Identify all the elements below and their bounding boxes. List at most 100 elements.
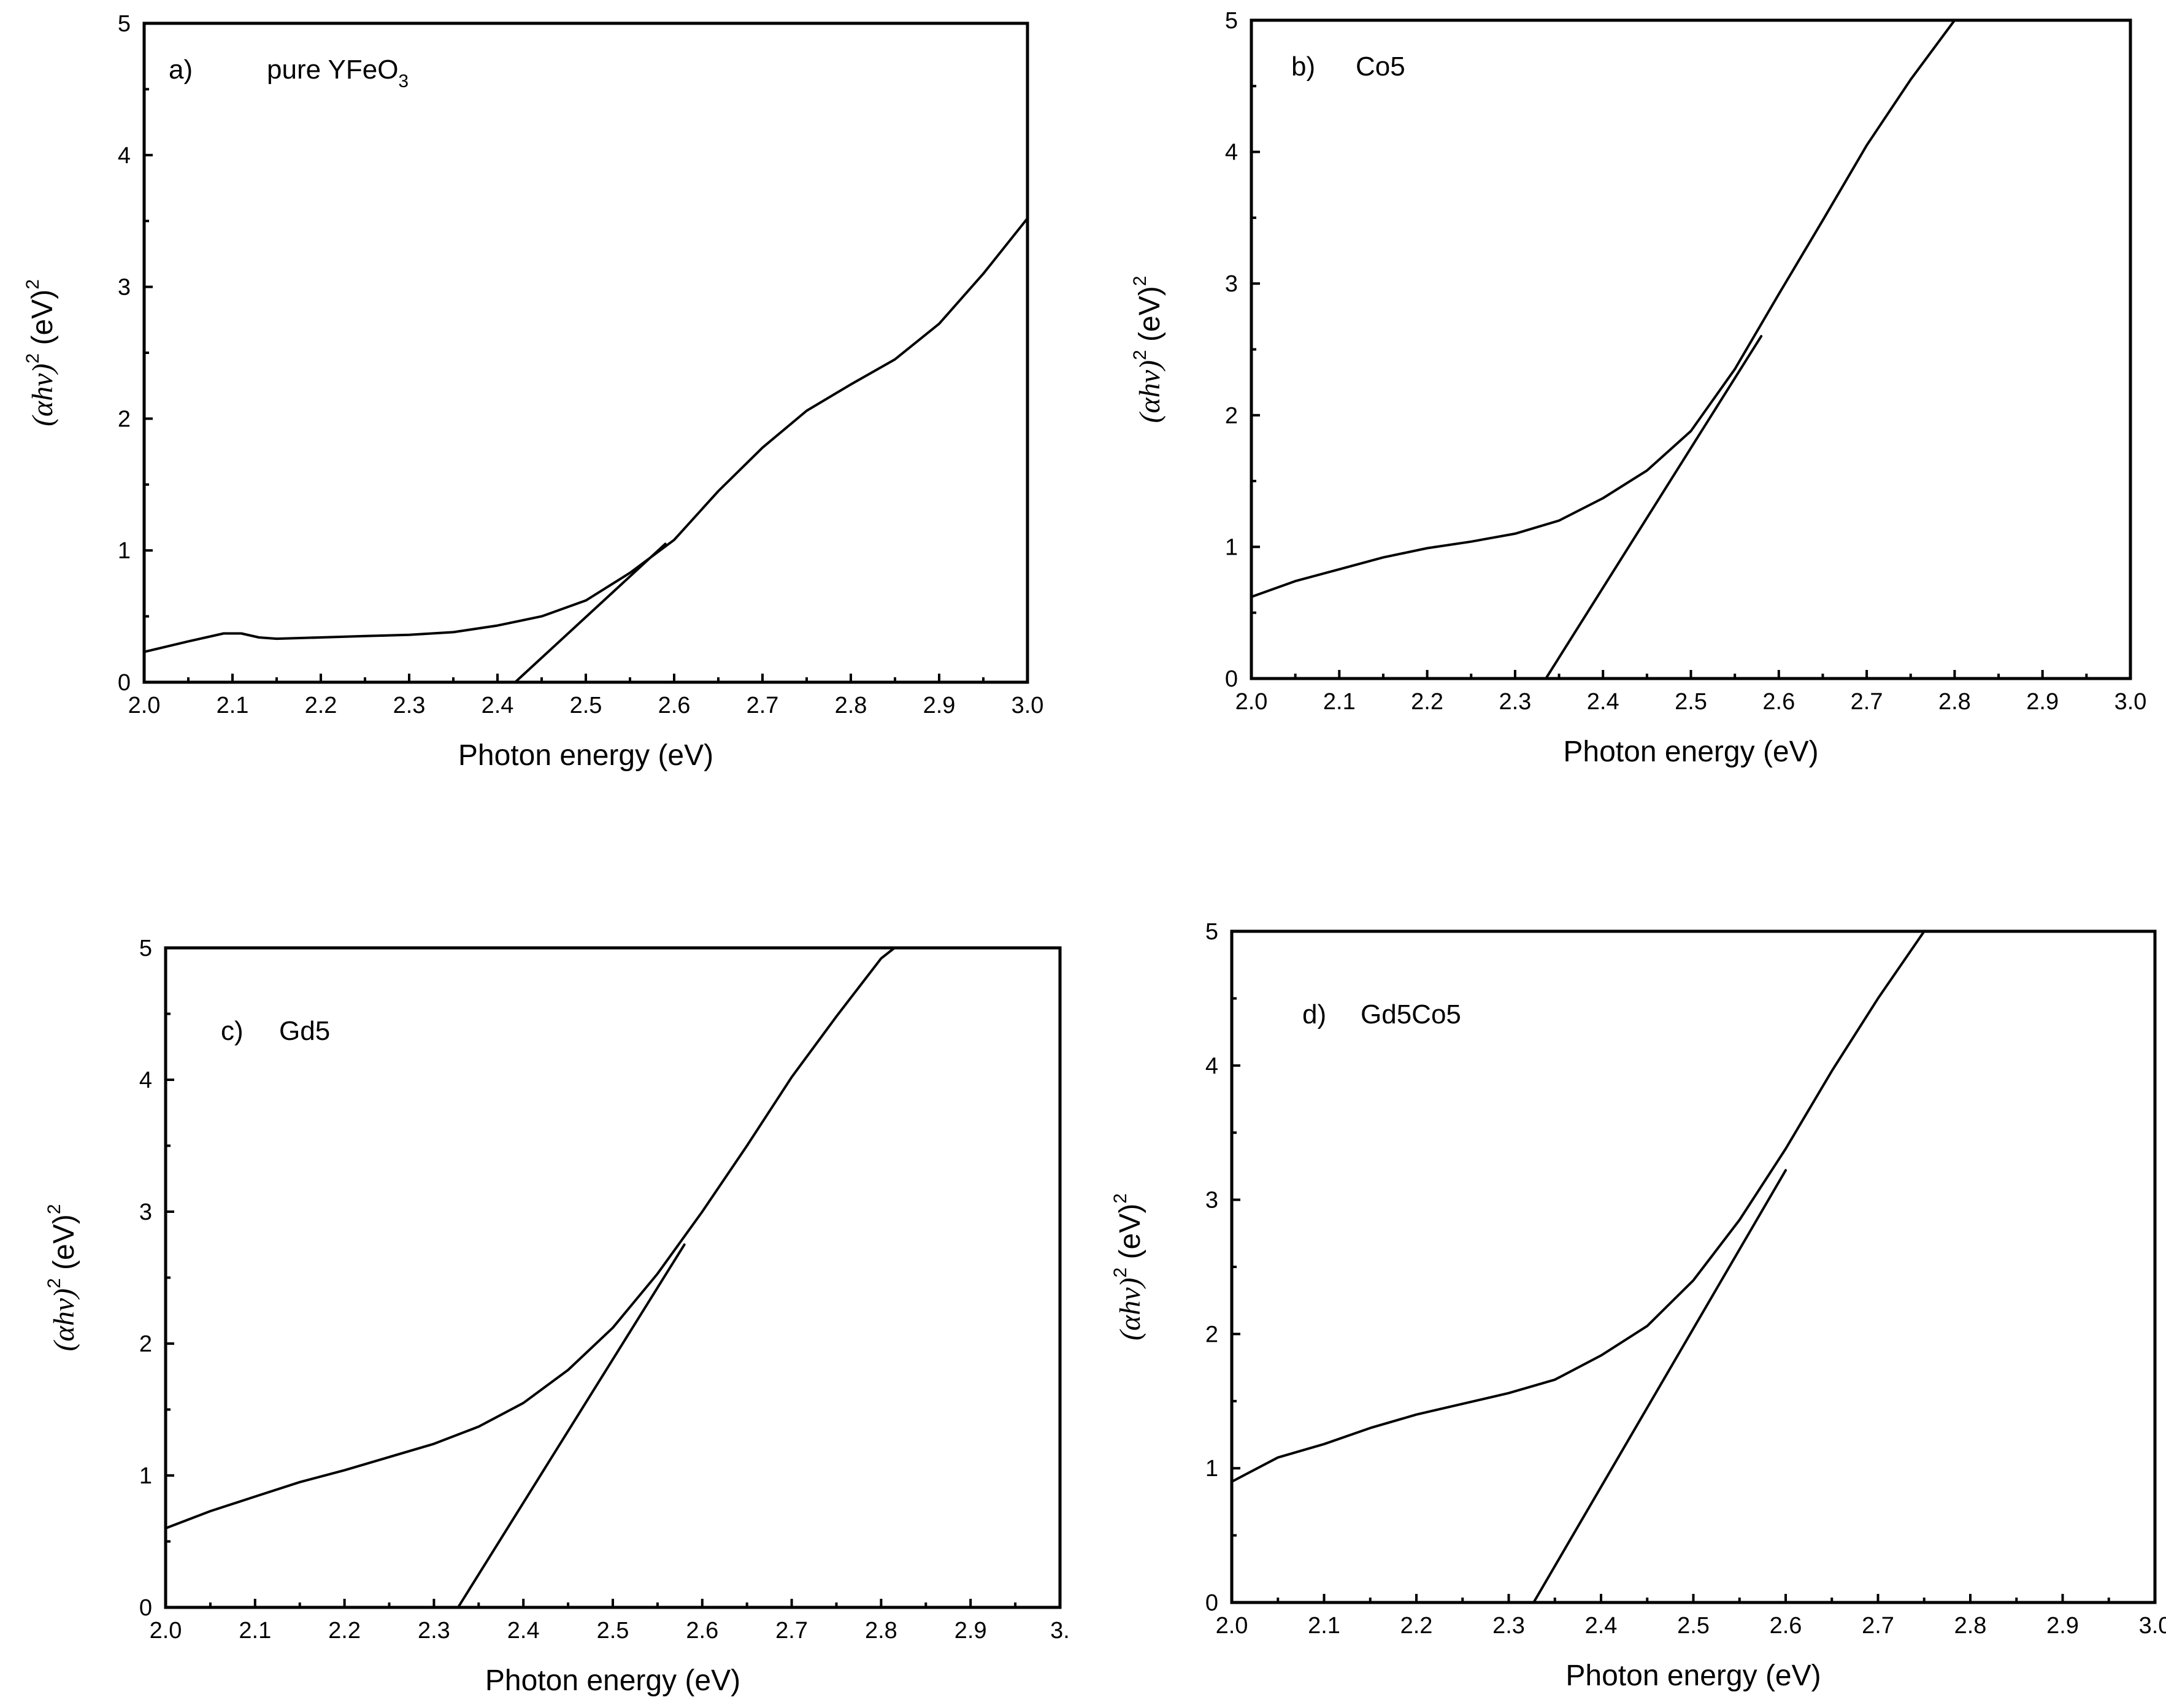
x-tick-label: 2.2 bbox=[1411, 689, 1443, 715]
x-tick-label: 2.2 bbox=[328, 1618, 361, 1644]
x-tick-label: 2.7 bbox=[747, 693, 779, 718]
x-tick-label: 2.5 bbox=[570, 693, 602, 718]
x-tick-label: 2.1 bbox=[239, 1618, 271, 1644]
x-tick-label: 2.9 bbox=[2026, 689, 2059, 715]
panel-title-main: Gd5Co5 bbox=[1361, 999, 1461, 1029]
y-tick-label: 4 bbox=[1205, 1053, 1218, 1079]
panel-title: Co5 bbox=[1356, 52, 1405, 82]
x-tick-label: 2.9 bbox=[2046, 1613, 2079, 1639]
x-tick-label: 2.3 bbox=[1492, 1613, 1525, 1639]
x-tick-label: 2.7 bbox=[1862, 1613, 1894, 1639]
panel-label: a) bbox=[169, 55, 193, 85]
panel-title-sub: 3 bbox=[398, 71, 409, 91]
x-axis-label: Photon energy (eV) bbox=[1563, 736, 1818, 768]
y-label-unit: (eV) bbox=[1134, 286, 1166, 350]
panel-title-main: pure YFeO bbox=[267, 55, 398, 85]
series-line-absorption bbox=[164, 947, 896, 1529]
chart-panel-1: 2.0 2.1 2.2 2.3 2.4 2.5 2.6 2.7 2.8 2.9 3.0 0 1 2 3 4 5 P… bbox=[23, 11, 1043, 772]
x-tick-label: 2.1 bbox=[217, 693, 249, 718]
y-tick-label: 1 bbox=[139, 1463, 152, 1489]
y-tick-label: 3 bbox=[1205, 1188, 1218, 1214]
y-tick-label: 3 bbox=[139, 1199, 152, 1225]
y-tick-label: 5 bbox=[1205, 919, 1218, 945]
x-tick-label: 2.8 bbox=[1954, 1613, 1987, 1639]
x-tick-label: 3.0 bbox=[1012, 693, 1044, 718]
y-label-sup: 2 bbox=[1130, 350, 1150, 360]
x-tick-label: 3.0 bbox=[2139, 1613, 2166, 1639]
x-axis-label: Photon energy (eV) bbox=[1565, 1660, 1821, 1692]
x-tick-label: 3. bbox=[1050, 1618, 1070, 1644]
y-label-sup: 2 bbox=[44, 1204, 64, 1215]
y-tick-label: 1 bbox=[1205, 1456, 1218, 1482]
x-tick-label: 2.3 bbox=[1499, 689, 1531, 715]
x-tick-label: 2.7 bbox=[1851, 689, 1883, 715]
chart-panel-2: 2.0 2.1 2.2 2.3 2.4 2.5 2.6 2.7 2.8 2.9 3.0 0 1 2 3 4 5 P… bbox=[1130, 8, 2146, 768]
x-tick-label: 2.2 bbox=[1400, 1613, 1433, 1639]
chart-panel-4: 2.0 2.1 2.2 2.3 2.4 2.5 2.6 2.7 2.8 2.9 3.0 0 1 2 3 4 5 P… bbox=[1110, 919, 2166, 1692]
panel-label: b) bbox=[1291, 52, 1315, 82]
y-tick-label: 5 bbox=[1225, 8, 1238, 34]
y-axis-label: (αhν)2 (eV)2 bbox=[1130, 276, 1166, 423]
x-tick-label: 2.9 bbox=[923, 693, 956, 718]
x-tick-label: 2.0 bbox=[1216, 1613, 1248, 1639]
panel-label: d) bbox=[1302, 999, 1326, 1029]
x-tick-label: 2.8 bbox=[1938, 689, 1971, 715]
y-label-quantity: (αhν) bbox=[1114, 1277, 1146, 1340]
x-tick-label: 2.4 bbox=[482, 693, 514, 718]
x-tick-label: 2.7 bbox=[775, 1618, 808, 1644]
x-axis-label: Photon energy (eV) bbox=[485, 1664, 740, 1697]
x-tick-label: 2.4 bbox=[507, 1618, 540, 1644]
y-tick-label: 3 bbox=[118, 275, 131, 301]
panel-title: Gd5Co5 bbox=[1361, 999, 1461, 1029]
x-tick-label: 2.4 bbox=[1585, 1613, 1618, 1639]
x-tick-label: 2.5 bbox=[1675, 689, 1707, 715]
plot-frame bbox=[1250, 18, 2132, 680]
tauc-fit-line bbox=[456, 1243, 686, 1609]
y-label-sup: 2 bbox=[44, 1278, 64, 1288]
y-label-sup: 2 bbox=[1110, 1193, 1131, 1204]
y-label-sup: 2 bbox=[23, 353, 43, 364]
y-tick-label: 2 bbox=[118, 406, 131, 432]
series-line-absorption bbox=[1231, 930, 1926, 1483]
y-label-sup: 2 bbox=[1130, 276, 1150, 287]
y-tick-label: 2 bbox=[139, 1331, 152, 1357]
y-tick-label: 0 bbox=[1225, 666, 1238, 692]
x-tick-label: 2.8 bbox=[865, 1618, 897, 1644]
y-label-quantity: (αhν) bbox=[48, 1288, 80, 1351]
x-tick-label: 2.6 bbox=[686, 1618, 718, 1644]
x-tick-label: 2.0 bbox=[150, 1618, 182, 1644]
y-tick-label: 4 bbox=[118, 143, 131, 169]
x-tick-label: 2.6 bbox=[1770, 1613, 1802, 1639]
y-tick-label: 0 bbox=[139, 1595, 152, 1621]
y-label-quantity: (αhν) bbox=[1134, 360, 1166, 423]
y-axis-label: (αhν)2 (eV)2 bbox=[1110, 1193, 1146, 1341]
x-tick-label: 2.1 bbox=[1308, 1613, 1340, 1639]
tauc-fit-line bbox=[1545, 335, 1763, 680]
x-tick-label: 2.1 bbox=[1323, 689, 1356, 715]
x-tick-label: 2.2 bbox=[305, 693, 337, 718]
x-tick-label: 3.0 bbox=[2114, 689, 2147, 715]
y-label-sup: 2 bbox=[1110, 1268, 1131, 1278]
panel-label: c) bbox=[221, 1016, 244, 1046]
plot-frame bbox=[164, 946, 1062, 1609]
y-axis-label: (αhν)2 (eV)2 bbox=[23, 279, 59, 426]
plot-frame bbox=[1230, 929, 2157, 1604]
y-tick-label: 2 bbox=[1205, 1321, 1218, 1347]
y-tick-label: 4 bbox=[139, 1068, 152, 1093]
series-line-absorption bbox=[143, 217, 1029, 653]
plot-frame bbox=[142, 21, 1029, 684]
y-tick-label: 5 bbox=[118, 11, 131, 37]
y-label-sup: 2 bbox=[23, 279, 43, 290]
tauc-fit-line bbox=[513, 542, 667, 683]
chart-panel-3: 2.0 2.1 2.2 2.3 2.4 2.5 2.6 2.7 2.8 2.9 3. 0 1 2 3 4 5 Ph… bbox=[44, 936, 1070, 1697]
x-tick-label: 2.0 bbox=[128, 693, 161, 718]
x-tick-label: 2.4 bbox=[1587, 689, 1619, 715]
y-tick-label: 2 bbox=[1225, 403, 1238, 429]
x-tick-label: 2.3 bbox=[393, 693, 426, 718]
x-tick-label: 2.8 bbox=[835, 693, 867, 718]
y-tick-label: 1 bbox=[118, 538, 131, 564]
y-label-unit: (eV) bbox=[1114, 1204, 1146, 1268]
x-axis-label: Photon energy (eV) bbox=[458, 739, 713, 772]
y-label-quantity: (αhν) bbox=[26, 363, 59, 426]
